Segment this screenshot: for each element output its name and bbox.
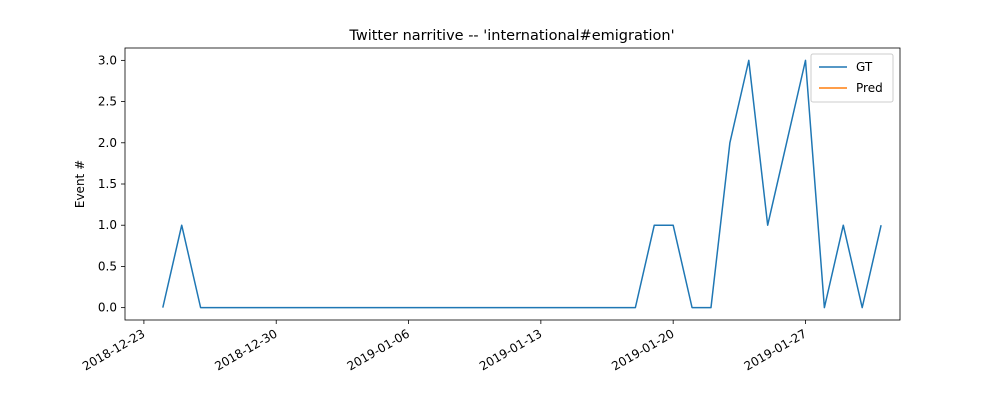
series-layer bbox=[162, 59, 882, 309]
x-tick-label: 2018-12-30 bbox=[212, 326, 279, 373]
chart-title: Twitter narritive -- 'international#emig… bbox=[348, 28, 674, 44]
x-tick-label: 2019-01-27 bbox=[742, 326, 809, 373]
legend: GT Pred bbox=[810, 53, 894, 103]
y-axis-label: Event # bbox=[73, 160, 87, 208]
legend-gt-label: GT bbox=[856, 60, 873, 74]
legend-pred-label: Pred bbox=[856, 81, 883, 95]
series-line-gt bbox=[162, 59, 882, 309]
x-tick-label: 2019-01-13 bbox=[477, 326, 544, 373]
y-tick-label: 2.5 bbox=[98, 95, 117, 109]
x-tick-label: 2019-01-06 bbox=[345, 326, 412, 373]
legend-box bbox=[810, 53, 894, 103]
x-tick-label: 2018-12-23 bbox=[80, 326, 147, 373]
y-tick-label: 1.0 bbox=[98, 218, 117, 232]
y-axis: 0.0 0.5 1.0 1.5 2.0 2.5 3.0 bbox=[98, 53, 125, 315]
y-tick-label: 3.0 bbox=[98, 53, 117, 67]
x-axis: 2018-12-23 2018-12-30 2019-01-06 2019-01-13… bbox=[80, 320, 809, 373]
y-tick-label: 0.5 bbox=[98, 259, 117, 273]
x-tick-label: 2019-01-20 bbox=[609, 326, 676, 373]
y-tick-label: 1.5 bbox=[98, 177, 117, 191]
plot-area bbox=[124, 47, 901, 321]
y-tick-label: 0.0 bbox=[98, 301, 117, 315]
y-tick-label: 2.0 bbox=[98, 136, 117, 150]
